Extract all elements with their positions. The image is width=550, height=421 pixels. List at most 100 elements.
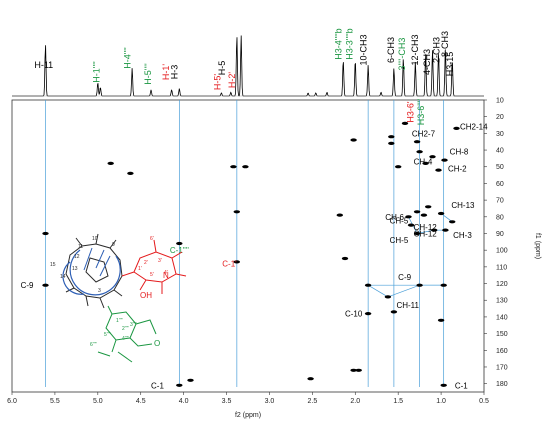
cross-peak [355, 368, 362, 372]
cross-peak [413, 210, 421, 214]
top-peak-label: H-1' [161, 64, 171, 81]
mol-label-11: 11 [78, 244, 83, 250]
y-tick-label: 140 [496, 314, 508, 321]
assignment-guide-lines [45, 100, 453, 387]
cross-peak [413, 231, 421, 236]
plot-peak-label: CH-6 [385, 213, 404, 222]
cross-peak [233, 210, 240, 214]
cross-peak [388, 135, 395, 139]
x-axis-label: f2 (ppm) [235, 412, 261, 419]
cross-peak [350, 138, 357, 142]
plot-peak-label: CH-12 [414, 223, 438, 232]
cross-peak [441, 158, 448, 162]
x-tick-label: 5.5 [50, 398, 60, 405]
cross-peak [187, 378, 194, 382]
top-peak-label: 12-CH3 [410, 34, 420, 65]
y-tick-label: 50 [496, 164, 504, 171]
plot-peak-label: CH-13 [451, 201, 475, 210]
plot-peak-label: C-1 [151, 381, 164, 390]
top-peak-label: 4-CH3 [422, 49, 432, 75]
y-tick-label: 120 [496, 281, 508, 288]
mol-label-6-prime: 6' [150, 236, 154, 242]
x-tick-label: 4.5 [136, 398, 146, 405]
mol-label-15: 15 [50, 262, 56, 268]
mol-label-oh: OH [140, 291, 152, 300]
cross-peak [405, 215, 412, 219]
top-peak-label: H-5'''' [143, 63, 153, 85]
x-tick-label: 3.5 [222, 398, 232, 405]
mol-label-10: 10 [92, 236, 98, 242]
mol-label-13: 13 [72, 266, 78, 272]
cross-peak [431, 228, 438, 232]
cross-peak [127, 171, 134, 175]
cross-peak [364, 312, 372, 316]
axis-ticks: 6.0 5.5 5.0 4.5 4.0 3.5 3.0 2.5 2.0 1.5 1.0 0.5 f2 (… [7, 98, 541, 420]
y-tick-label: 170 [496, 364, 508, 371]
cross-peak [453, 126, 460, 130]
mol-label-14: 14 [60, 274, 66, 280]
mol-label-2-prime: 2' [144, 260, 148, 266]
top-peak-label: H-4'''' [122, 47, 132, 69]
x-tick-label: 6.0 [7, 398, 17, 405]
cross-peak [422, 161, 429, 165]
plot-peak-label: CH-8 [450, 148, 469, 157]
cross-peak [341, 256, 349, 261]
plot-peak-label: CH-3 [453, 231, 472, 240]
link-line [367, 284, 389, 298]
plot-peak-label: CH-5 [390, 216, 409, 225]
mol-label-3: 3 [98, 288, 101, 294]
cross-peak [230, 165, 237, 169]
cross-peak [416, 283, 423, 287]
plot-peak-label: CH-12 [414, 229, 438, 238]
mol-label-3-quad: 3'''' [130, 322, 137, 328]
y-tick-label: 10 [496, 98, 504, 105]
y-tick-label: 160 [496, 348, 508, 355]
cross-peak [429, 155, 436, 159]
top-peak-label: H-5' [213, 74, 223, 91]
plot-peak-label: C-1'''' [170, 246, 189, 255]
mol-label-6-quad: 6'''' [90, 342, 97, 348]
cross-peak [233, 260, 240, 264]
cross-peak [388, 141, 395, 145]
cross-peak [242, 165, 249, 169]
cross-peak [425, 205, 432, 209]
cross-peak [42, 283, 49, 287]
plot-peak-label: CH-11 [396, 301, 419, 310]
cross-peak [416, 150, 423, 154]
y-tick-label: 30 [496, 131, 504, 138]
link-line [387, 284, 420, 298]
plot-peak-label: CH2-14 [460, 123, 488, 132]
y-tick-label: 150 [496, 331, 508, 338]
top-peak-label: H-3 [170, 65, 180, 80]
top-peak-label: 2-CH3 [431, 37, 441, 63]
top-peak-label: 8-CH3 [440, 31, 450, 57]
top-peak-label: H-11 [34, 60, 53, 70]
y-tick-label: 20 [496, 114, 504, 121]
y-tick-label: 90 [496, 231, 504, 238]
cross-peak [176, 241, 183, 246]
plot-peak-label: CH-4 [414, 158, 433, 167]
top-peak-label: H3-4''''b [334, 28, 344, 59]
x-tick-label: 3.0 [265, 398, 275, 405]
y-axis-label: f1 (ppm) [534, 233, 541, 259]
cross-peak [449, 220, 456, 224]
plot-peak-label: C-10 [345, 310, 363, 319]
cross-peak [307, 377, 314, 381]
cross-peak [364, 283, 372, 287]
cross-peaks [42, 121, 460, 387]
plot-frame [11, 95, 485, 393]
cross-peak [42, 231, 49, 236]
x-tick-label: 1.0 [436, 398, 446, 405]
top-peak-label: 6-CH3 [386, 37, 396, 63]
y-tick-label: 110 [496, 264, 507, 271]
top-peak-label: H-5 [217, 61, 227, 76]
cross-peak [437, 211, 445, 216]
top-peak-label: H-1'''' [92, 61, 102, 83]
mol-label-5-prime: 5' [150, 272, 154, 278]
y-tick-label: 60 [496, 181, 504, 188]
y-tick-label: 40 [496, 148, 504, 155]
mol-label-o: O [154, 339, 160, 348]
plot-peak-label: C-9 [398, 273, 411, 282]
x-tick-label: 1.5 [393, 398, 403, 405]
